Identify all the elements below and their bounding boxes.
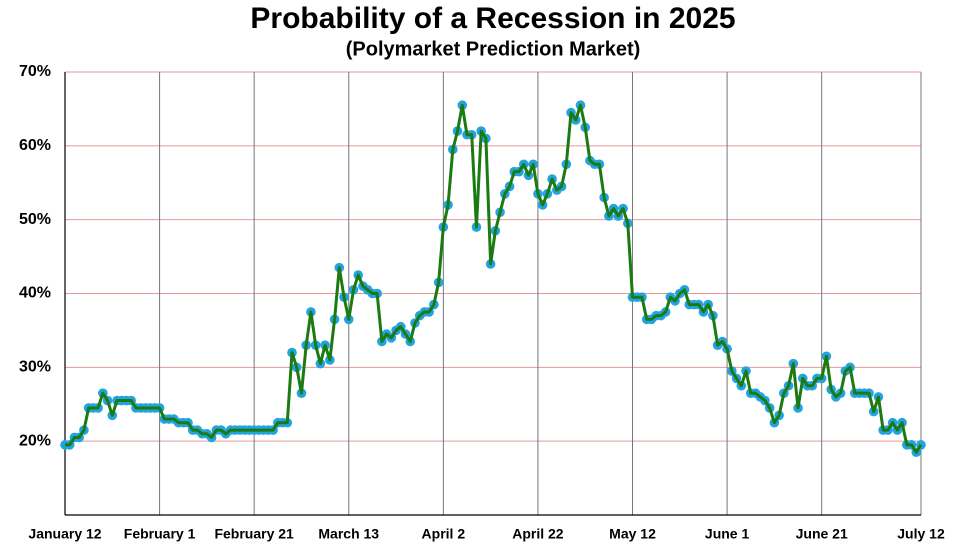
x-tick-label: January 12 [28,526,101,542]
x-tick-label: July 12 [897,526,945,542]
y-tick-label: 60% [19,137,51,154]
x-tick-label: February 1 [124,526,196,542]
x-tick-label: February 21 [214,526,294,542]
y-tick-label: 30% [19,359,51,376]
y-tick-label: 50% [19,211,51,228]
chart-title: Probability of a Recession in 2025 [250,2,735,35]
x-tick-label: May 12 [609,526,656,542]
line [65,103,923,454]
y-tick-label: 20% [19,432,51,449]
y-tick-label: 70% [19,63,51,80]
x-tick-label: June 1 [705,526,750,542]
chart-subtitle: (Polymarket Prediction Market) [346,38,641,60]
x-tick-label: June 21 [796,526,848,542]
x-tick-label: March 13 [318,526,379,542]
x-tick-label: April 22 [512,526,564,542]
x-tick-label: April 2 [422,526,466,542]
y-tick-label: 40% [19,285,51,302]
